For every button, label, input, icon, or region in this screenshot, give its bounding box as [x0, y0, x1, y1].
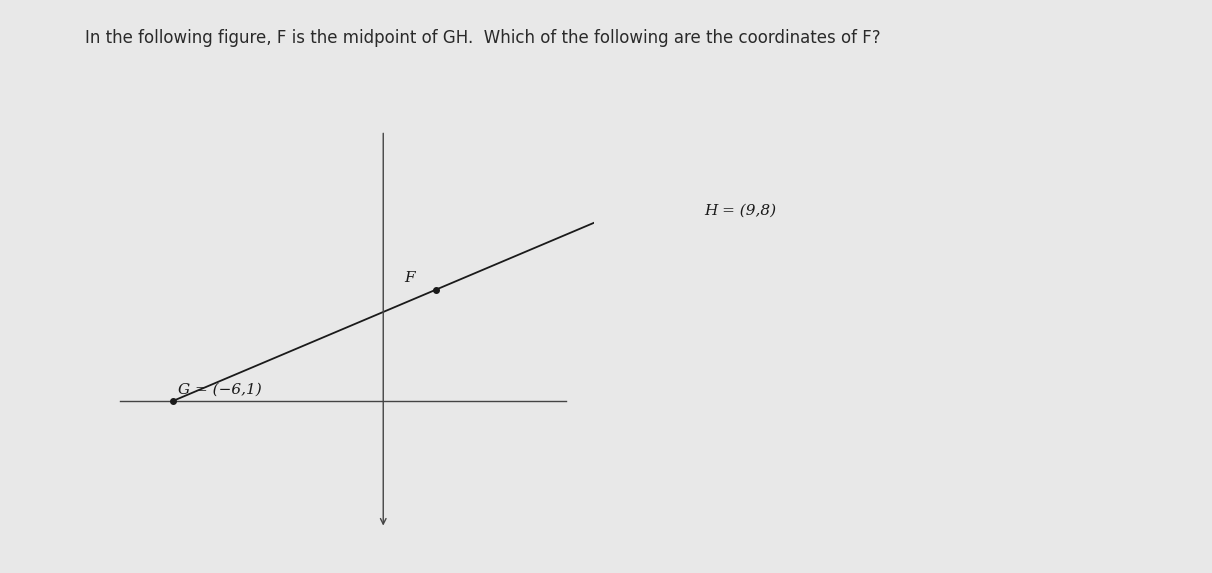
Text: F: F	[405, 271, 415, 285]
Text: H = (9,8): H = (9,8)	[704, 204, 777, 218]
Text: G = (−6,1): G = (−6,1)	[178, 382, 262, 397]
Text: In the following figure, F is the midpoint of GH.  Which of the following are th: In the following figure, F is the midpoi…	[85, 29, 880, 46]
